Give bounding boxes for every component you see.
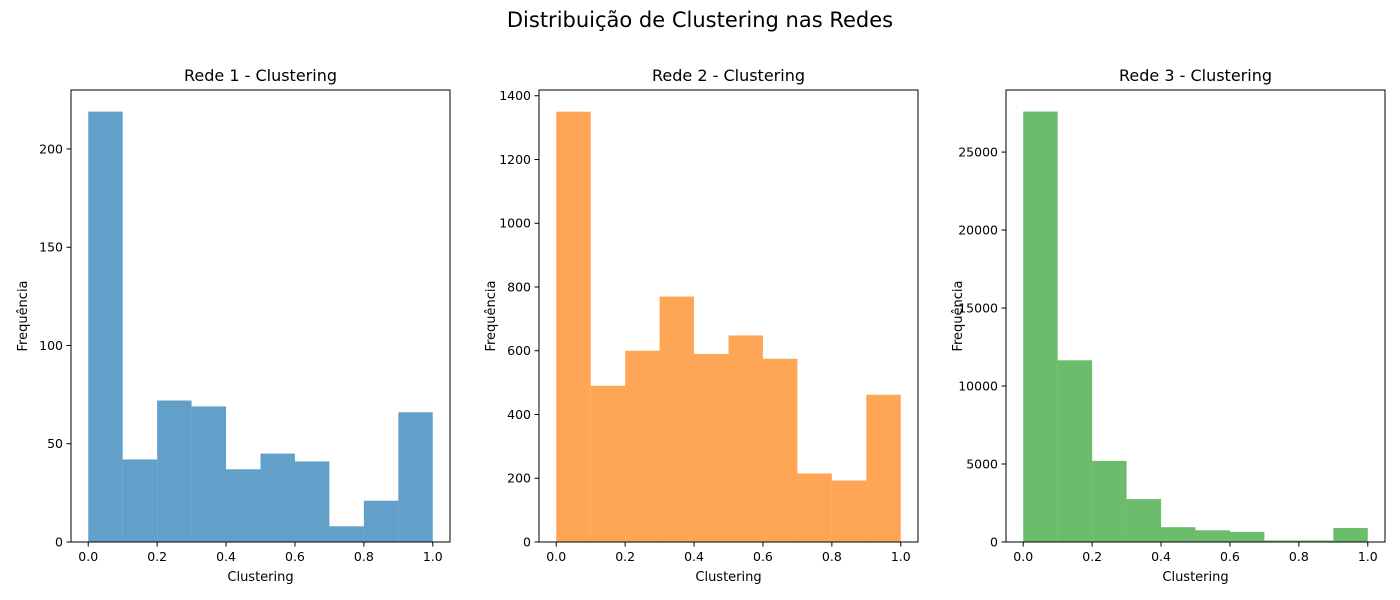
plot-frame [70, 89, 451, 543]
x-tick-label: 0.8 [822, 549, 842, 564]
histogram-bar [1298, 540, 1334, 542]
histogram-bar [260, 453, 295, 542]
y-tick-label: 25000 [958, 145, 998, 160]
histogram-bar [329, 526, 364, 542]
histogram-bar [762, 358, 798, 542]
histogram-bar [1057, 360, 1093, 542]
histogram-bar [363, 500, 399, 542]
y-tick-label: 50 [47, 436, 63, 451]
chart-panel-1: 0.0 0.2 0.4 0.6 0.8 1.0 0 50 100 150 200 Rede 1 - C… [16, 66, 451, 585]
x-tick-label: 0.2 [615, 549, 635, 564]
y-tick-label: 0 [55, 535, 63, 550]
x-tick-label: 0.4 [684, 549, 704, 564]
x-tick-label: 0.8 [354, 549, 374, 564]
histogram-bar [1126, 499, 1162, 542]
histogram-bar [797, 473, 832, 542]
y-tick-label: 10000 [958, 379, 998, 394]
histogram-bar [122, 459, 158, 542]
x-tick-label: 1.0 [1358, 549, 1378, 564]
chart-panel-3: 0.0 0.2 0.4 0.6 0.8 1.0 0 5000 10000 15000 20000 25… [951, 66, 1386, 585]
histogram-bar [1023, 111, 1058, 543]
histogram-bar [556, 111, 591, 542]
y-tick-label: 800 [507, 279, 531, 294]
y-tick-label: 15000 [958, 301, 998, 316]
histogram-bar [1229, 531, 1265, 542]
histogram-bar [1092, 460, 1127, 542]
histogram-bar [191, 406, 227, 542]
y-tick-label: 20000 [958, 223, 998, 238]
histogram-bar [157, 400, 192, 542]
histogram-bar [659, 296, 695, 542]
y-tick-label: 400 [507, 407, 531, 422]
histogram-bar [294, 461, 330, 542]
y-axis-label: Frequência [951, 280, 966, 351]
histogram-bar [398, 412, 433, 542]
y-tick-label: 0 [523, 535, 531, 550]
histogram-bar [831, 480, 867, 542]
x-axis-label: Clustering [227, 570, 293, 585]
histogram-bar [590, 385, 626, 542]
x-tick-label: 0.6 [753, 549, 773, 564]
y-tick-label: 600 [507, 343, 531, 358]
x-tick-label: 1.0 [891, 549, 911, 564]
y-axis-label: Frequência [484, 280, 499, 351]
x-tick-label: 0.8 [1289, 549, 1309, 564]
histogram-bar [1161, 527, 1196, 542]
panel-title: Rede 2 - Clustering [652, 66, 805, 85]
panel-title: Rede 3 - Clustering [1119, 66, 1272, 85]
histogram-bar [694, 353, 729, 542]
x-tick-label: 0.0 [546, 549, 566, 564]
plot-frame [1005, 89, 1386, 543]
x-axis-label: Clustering [695, 570, 761, 585]
y-tick-label: 200 [39, 141, 63, 156]
histogram-bar [866, 394, 901, 542]
x-tick-label: 0.0 [1013, 549, 1033, 564]
y-tick-label: 100 [39, 338, 63, 353]
histogram-bar [625, 350, 660, 542]
x-tick-label: 0.2 [147, 549, 167, 564]
histogram-bar [728, 335, 763, 542]
y-tick-label: 200 [507, 471, 531, 486]
x-tick-label: 0.2 [1082, 549, 1102, 564]
histogram-bar [1264, 540, 1299, 542]
histogram-bar [1195, 530, 1230, 542]
y-tick-label: 0 [990, 535, 998, 550]
x-tick-label: 0.6 [1220, 549, 1240, 564]
x-tick-label: 0.4 [216, 549, 236, 564]
y-tick-label: 1000 [499, 216, 531, 231]
chart-panel-2: 0.0 0.2 0.4 0.6 0.8 1.0 0 200 400 600 800 1000 1200 1… [484, 66, 919, 585]
x-tick-label: 0.4 [1151, 549, 1171, 564]
y-tick-label: 150 [39, 240, 63, 255]
panel-title: Rede 1 - Clustering [184, 66, 337, 85]
x-axis-label: Clustering [1162, 570, 1228, 585]
figure-title: Distribuição de Clustering nas Redes [506, 8, 894, 32]
y-axis-label: Frequência [16, 280, 31, 351]
histogram-bar [1333, 527, 1368, 542]
y-tick-label: 1400 [499, 88, 531, 103]
x-tick-label: 1.0 [423, 549, 443, 564]
histogram-bar [88, 111, 123, 542]
y-tick-label: 1200 [499, 152, 531, 167]
x-tick-label: 0.6 [285, 549, 305, 564]
histogram-bar [226, 469, 261, 542]
plot-frame [538, 89, 919, 543]
y-tick-label: 5000 [966, 457, 998, 472]
x-tick-label: 0.0 [78, 549, 98, 564]
